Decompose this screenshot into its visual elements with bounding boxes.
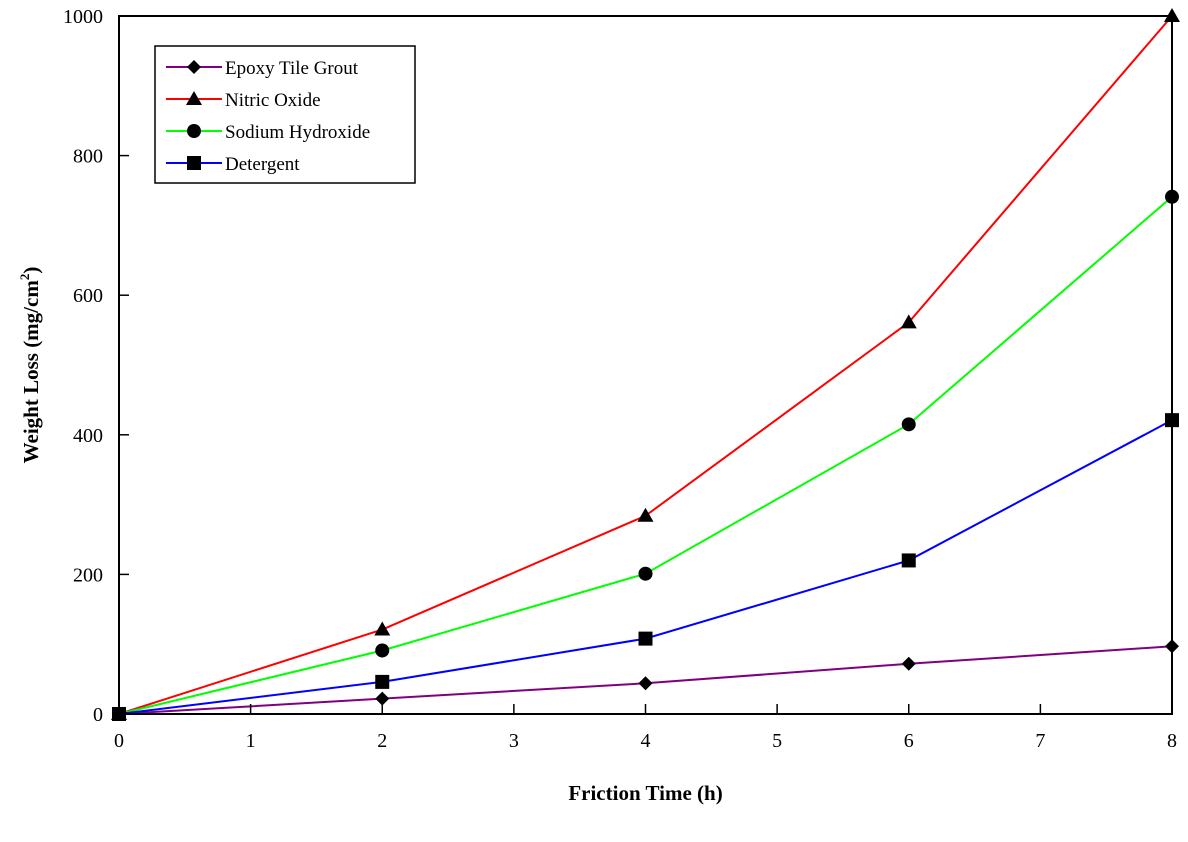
x-tick-label: 0 — [114, 730, 124, 752]
y-tick-label: 200 — [73, 564, 103, 586]
data-point-epoxy-tile-grout — [638, 676, 653, 691]
data-point-detergent — [901, 553, 916, 568]
y-axis: 0 200 400 600 800 1000 — [63, 6, 129, 726]
legend-label-detergent: Detergent — [225, 154, 300, 175]
x-tick-label: 4 — [641, 730, 651, 752]
x-tick-label: 6 — [904, 730, 914, 752]
x-tick-label: 8 — [1167, 730, 1177, 752]
y-axis-title-superscript: 2 — [17, 274, 32, 281]
data-point-sodium-hydroxide — [901, 417, 916, 432]
y-tick-label: 0 — [93, 704, 103, 726]
data-point-sodium-hydroxide — [638, 566, 653, 581]
data-point-nitric-oxide — [374, 621, 391, 636]
x-tick-label: 7 — [1035, 730, 1045, 752]
legend-marker-sodium-hydroxide — [187, 124, 201, 138]
legend: Epoxy Tile Grout Nitric Oxide Sodium Hydro… — [154, 45, 416, 184]
y-tick-label: 1000 — [63, 6, 103, 28]
x-tick-label: 2 — [377, 730, 387, 752]
data-point-sodium-hydroxide — [375, 643, 390, 658]
legend-label-epoxy-tile-grout: Epoxy Tile Grout — [225, 58, 359, 79]
y-tick-label: 600 — [73, 285, 103, 307]
data-point-epoxy-tile-grout — [901, 656, 916, 671]
data-point-nitric-oxide — [637, 507, 654, 522]
x-tick-label: 1 — [246, 730, 256, 752]
x-tick-label: 3 — [509, 730, 519, 752]
legend-label-nitric-oxide: Nitric Oxide — [225, 90, 321, 111]
legend-marker-epoxy-tile-grout — [187, 60, 201, 74]
x-axis: 0 1 2 3 4 5 6 7 8 — [114, 704, 1177, 752]
legend-marker-detergent — [187, 156, 201, 170]
y-tick-label: 400 — [73, 425, 103, 447]
legend-label-sodium-hydroxide: Sodium Hydroxide — [225, 122, 370, 143]
data-point-detergent — [375, 674, 390, 689]
y-axis-title: Weight Loss (mg/cm2) — [17, 267, 43, 464]
y-axis-title-main: Weight Loss (mg/cm — [19, 280, 43, 464]
y-tick-label: 800 — [73, 146, 103, 168]
plot-marks — [111, 8, 1180, 721]
x-tick-label: 5 — [772, 730, 782, 752]
data-point-epoxy-tile-grout — [375, 691, 390, 706]
y-axis-title-close: ) — [19, 267, 43, 274]
legend-marker-nitric-oxide — [186, 91, 202, 105]
x-axis-title: Friction Time (h) — [568, 781, 722, 805]
data-point-detergent — [638, 631, 653, 646]
data-point-nitric-oxide — [900, 314, 917, 329]
